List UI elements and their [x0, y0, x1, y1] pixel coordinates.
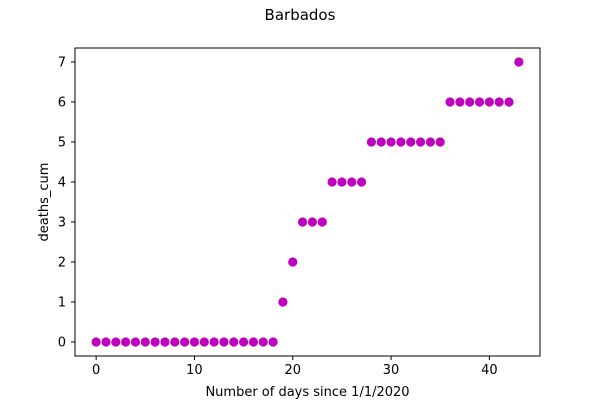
- y-tick-label: 7: [58, 56, 66, 71]
- data-point: [494, 97, 504, 107]
- data-point: [514, 57, 524, 67]
- data-point: [268, 337, 278, 347]
- x-tick-label: 10: [186, 363, 203, 378]
- data-point: [199, 337, 209, 347]
- data-point: [258, 337, 268, 347]
- x-axis-label: Number of days since 1/1/2020: [205, 385, 409, 400]
- data-point: [455, 97, 465, 107]
- data-point: [435, 137, 445, 147]
- data-point: [356, 177, 367, 187]
- data-point: [327, 177, 337, 187]
- data-point: [445, 97, 455, 107]
- data-points: [91, 57, 524, 347]
- data-point: [229, 337, 239, 347]
- y-axis-ticks: 0 1 2 3 4 5 6 7: [58, 56, 75, 351]
- y-tick-label: 2: [58, 256, 66, 271]
- data-point: [337, 177, 347, 187]
- data-point: [170, 337, 180, 347]
- x-tick-label: 40: [481, 363, 498, 378]
- y-axis-label: deaths_cum: [37, 163, 52, 242]
- data-point: [406, 137, 416, 147]
- y-tick-label: 4: [58, 176, 66, 191]
- data-point: [465, 97, 475, 107]
- data-point: [415, 137, 426, 147]
- x-axis-ticks: 0 10 20 30 40: [92, 356, 498, 378]
- data-point: [180, 337, 190, 347]
- data-point: [140, 337, 150, 347]
- data-point: [160, 337, 170, 347]
- data-point: [189, 337, 200, 347]
- data-point: [278, 297, 288, 307]
- data-point: [425, 137, 435, 147]
- data-point: [121, 337, 131, 347]
- data-point: [317, 217, 327, 227]
- y-tick-label: 6: [58, 96, 66, 111]
- data-point: [209, 337, 219, 347]
- data-point: [376, 137, 386, 147]
- x-tick-label: 0: [92, 363, 100, 378]
- chart-title: Barbados: [265, 6, 336, 24]
- data-point: [101, 337, 111, 347]
- data-point: [504, 97, 514, 107]
- data-point: [474, 97, 485, 107]
- plot-area-frame: [74, 47, 541, 357]
- y-tick-label: 1: [58, 296, 66, 311]
- data-point: [347, 177, 357, 187]
- data-point: [307, 217, 318, 227]
- data-point: [288, 257, 298, 267]
- x-tick-label: 20: [284, 363, 301, 378]
- data-point: [91, 337, 101, 347]
- data-point: [111, 337, 121, 347]
- y-tick-label: 5: [58, 136, 66, 151]
- y-tick-label: 0: [58, 336, 66, 351]
- y-tick-label: 3: [58, 216, 66, 231]
- data-point: [130, 337, 141, 347]
- data-point: [297, 217, 308, 227]
- data-point: [150, 337, 160, 347]
- data-point: [484, 97, 494, 107]
- data-point: [386, 137, 396, 147]
- data-point: [248, 337, 259, 347]
- data-point: [396, 137, 406, 147]
- x-tick-label: 30: [383, 363, 400, 378]
- data-point: [238, 337, 249, 347]
- data-point: [219, 337, 229, 347]
- data-point: [366, 137, 377, 147]
